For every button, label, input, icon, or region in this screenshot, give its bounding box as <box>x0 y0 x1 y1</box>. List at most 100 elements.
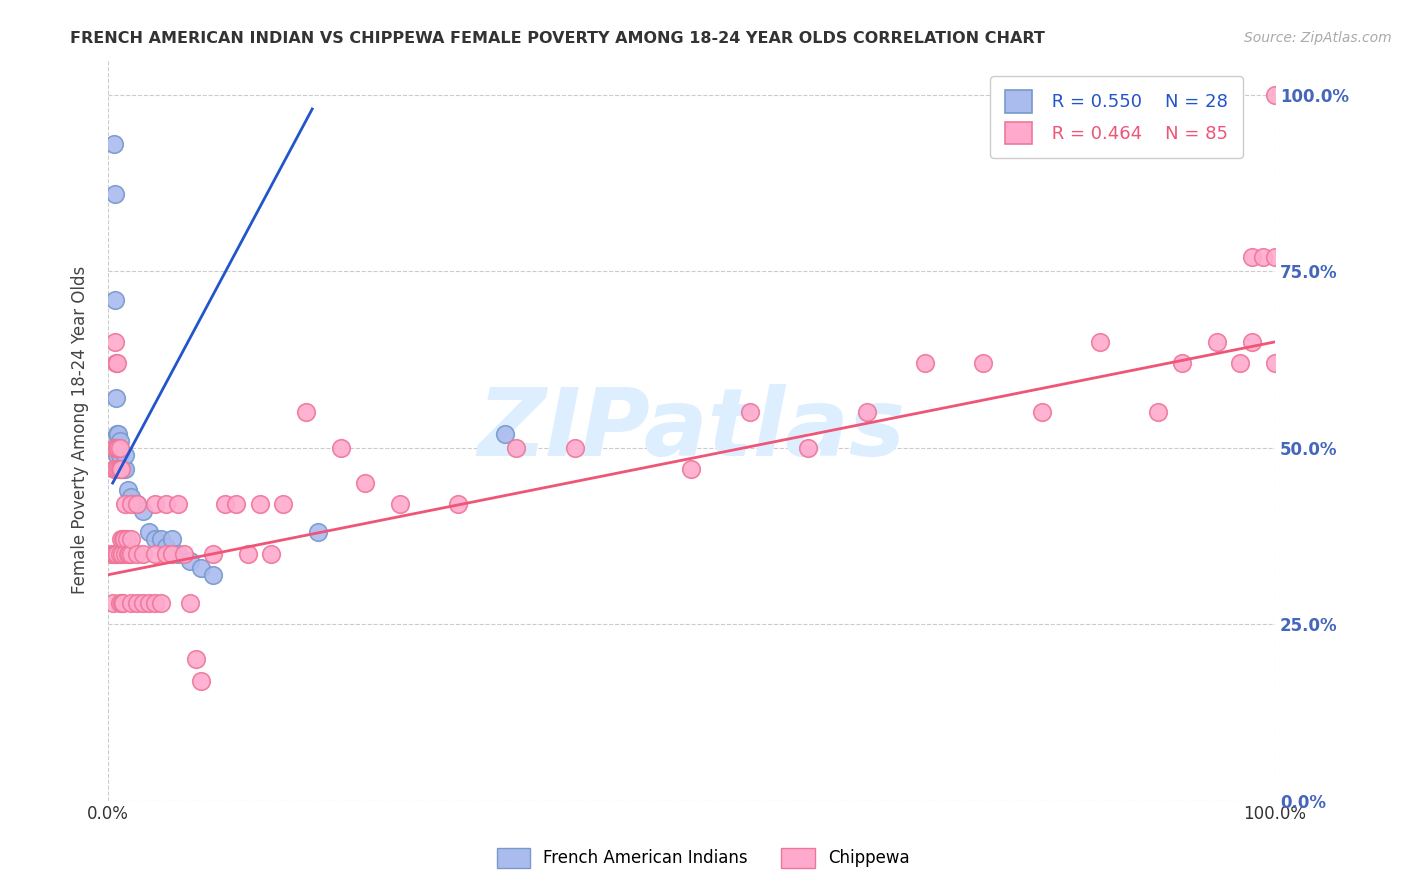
Point <box>738 405 761 419</box>
Point <box>1264 87 1286 102</box>
Point <box>143 596 166 610</box>
Point <box>1240 250 1263 264</box>
Point <box>112 596 135 610</box>
Point <box>114 448 136 462</box>
Point <box>115 533 138 547</box>
Point <box>564 441 586 455</box>
Point <box>108 462 131 476</box>
Point <box>120 596 142 610</box>
Point <box>149 533 172 547</box>
Point <box>138 596 160 610</box>
Point <box>914 356 936 370</box>
Point <box>104 293 127 307</box>
Point <box>110 462 132 476</box>
Point <box>105 392 128 406</box>
Point <box>1170 356 1192 370</box>
Point <box>155 497 177 511</box>
Point <box>681 462 703 476</box>
Point <box>149 596 172 610</box>
Point <box>138 525 160 540</box>
Point <box>132 504 155 518</box>
Point <box>101 596 124 610</box>
Point <box>353 476 375 491</box>
Y-axis label: Female Poverty Among 18-24 Year Olds: Female Poverty Among 18-24 Year Olds <box>72 266 89 594</box>
Point <box>105 356 128 370</box>
Point <box>1264 356 1286 370</box>
Point <box>167 547 190 561</box>
Point <box>114 462 136 476</box>
Point <box>972 356 994 370</box>
Point <box>190 560 212 574</box>
Point <box>111 596 134 610</box>
Point <box>112 533 135 547</box>
Text: Source: ZipAtlas.com: Source: ZipAtlas.com <box>1244 31 1392 45</box>
Point <box>117 547 139 561</box>
Point <box>249 497 271 511</box>
Point <box>104 334 127 349</box>
Point <box>202 567 225 582</box>
Point <box>190 673 212 688</box>
Point <box>155 540 177 554</box>
Point <box>1240 334 1263 349</box>
Point <box>447 497 470 511</box>
Point <box>104 186 127 201</box>
Point <box>104 547 127 561</box>
Legend: French American Indians, Chippewa: French American Indians, Chippewa <box>489 841 917 875</box>
Point <box>1088 334 1111 349</box>
Point <box>307 525 329 540</box>
Point <box>160 547 183 561</box>
Point <box>103 462 125 476</box>
Point <box>295 405 318 419</box>
Point <box>127 596 149 610</box>
Point <box>108 441 131 455</box>
Point <box>111 547 134 561</box>
Point <box>143 547 166 561</box>
Point <box>107 426 129 441</box>
Point <box>1251 250 1274 264</box>
Point <box>155 547 177 561</box>
Point <box>107 441 129 455</box>
Point <box>143 497 166 511</box>
Point <box>127 497 149 511</box>
Point <box>260 547 283 561</box>
Point <box>107 462 129 476</box>
Point <box>104 441 127 455</box>
Point <box>105 441 128 455</box>
Point <box>103 137 125 152</box>
Point <box>120 490 142 504</box>
Point <box>132 547 155 561</box>
Text: ZIPatlas: ZIPatlas <box>478 384 905 476</box>
Point <box>160 533 183 547</box>
Point <box>127 497 149 511</box>
Legend:  R = 0.550    N = 28,  R = 0.464    N = 85: R = 0.550 N = 28, R = 0.464 N = 85 <box>990 76 1243 158</box>
Point <box>103 441 125 455</box>
Point <box>179 554 201 568</box>
Point <box>505 441 527 455</box>
Point <box>214 497 236 511</box>
Point <box>108 434 131 448</box>
Point <box>105 426 128 441</box>
Point <box>114 547 136 561</box>
Point <box>120 533 142 547</box>
Point <box>117 483 139 497</box>
Point <box>1031 405 1053 419</box>
Point <box>179 596 201 610</box>
Point <box>167 497 190 511</box>
Point <box>120 547 142 561</box>
Point <box>103 547 125 561</box>
Point <box>112 462 135 476</box>
Point <box>388 497 411 511</box>
Point <box>105 448 128 462</box>
Point <box>1205 334 1227 349</box>
Point <box>271 497 294 511</box>
Point <box>797 441 820 455</box>
Point <box>108 448 131 462</box>
Point <box>114 497 136 511</box>
Point <box>105 356 128 370</box>
Point <box>855 405 877 419</box>
Point <box>1229 356 1251 370</box>
Point <box>112 533 135 547</box>
Point <box>1264 250 1286 264</box>
Point <box>127 547 149 561</box>
Point <box>108 547 131 561</box>
